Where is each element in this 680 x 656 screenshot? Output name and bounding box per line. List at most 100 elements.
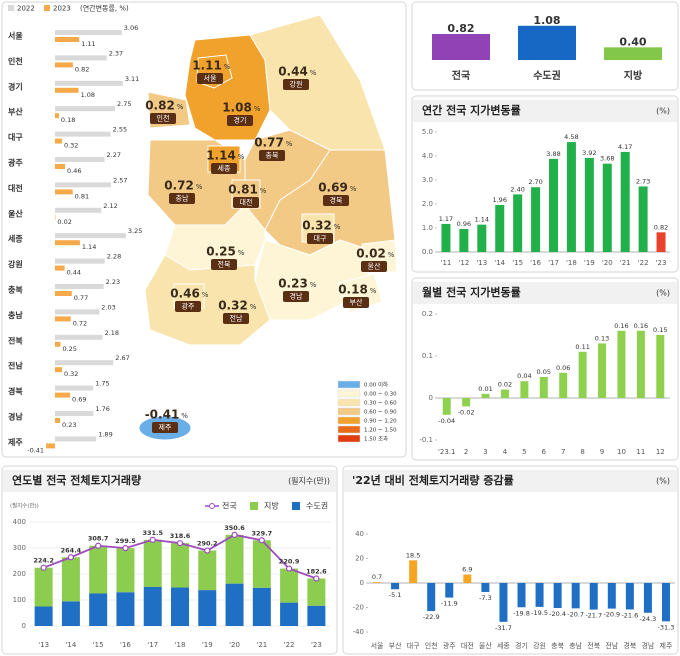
- bar: [55, 87, 79, 93]
- y-tick-label: 5.0: [422, 128, 433, 136]
- map-value: 0.25: [206, 245, 236, 259]
- chart-unit: (필지수(만)): [288, 476, 330, 486]
- value-label: 0.72: [73, 319, 87, 327]
- value-label: -19.5: [531, 609, 548, 617]
- y-tick-label: 4.0: [422, 152, 433, 160]
- bar: [55, 207, 102, 213]
- bar: [307, 578, 326, 606]
- value-label: 350.6: [224, 524, 245, 532]
- chart-title: 월별 전국 지가변동률: [422, 285, 521, 299]
- map-legend-swatch: [337, 407, 361, 416]
- bar: [280, 602, 299, 626]
- map-name-box: [361, 261, 387, 272]
- y-tick-label: -0.1: [419, 436, 433, 444]
- line-marker: [258, 537, 265, 544]
- bar: [656, 335, 665, 398]
- x-tick-label: '18: [175, 641, 186, 649]
- map-name: 경기: [234, 116, 247, 125]
- map-value: 0.81: [228, 183, 258, 197]
- map-value: 1.08: [222, 101, 252, 115]
- map-unit: %: [196, 183, 203, 191]
- map-value: 0.23: [278, 277, 308, 291]
- value-label: 0.16: [614, 322, 628, 330]
- x-tick-label: '13: [476, 259, 487, 267]
- bar: [602, 163, 612, 252]
- x-tick-label: '17: [548, 259, 559, 267]
- x-tick-label: '19: [202, 641, 213, 649]
- bar: [409, 560, 418, 583]
- value-label: 2.57: [113, 176, 127, 184]
- value-label: 0.44: [67, 269, 81, 277]
- map-name: 광주: [182, 303, 195, 311]
- map-name: 전북: [218, 260, 231, 269]
- bar: [55, 62, 73, 68]
- value-label: 2.28: [107, 253, 121, 261]
- value-label: -20.9: [603, 611, 620, 619]
- value-label: 1.75: [95, 380, 109, 388]
- x-tick-label: '19: [584, 259, 595, 267]
- bar: [55, 37, 80, 42]
- map-legend-label: 1.50 초과: [364, 435, 388, 443]
- bar: [171, 587, 189, 626]
- value-label: 1.08: [533, 14, 560, 27]
- bar: [617, 330, 626, 398]
- value-label: 0.01: [478, 385, 492, 393]
- bar: [55, 138, 62, 144]
- map-unit: %: [177, 103, 184, 111]
- bar: [55, 392, 71, 398]
- value-label: 4.17: [618, 143, 632, 151]
- x-tick-label: 울산: [479, 641, 492, 650]
- map-name: 경북: [330, 196, 343, 205]
- bar: [171, 543, 189, 588]
- map-legend-label: 0.30 ~ 0.60: [364, 401, 397, 407]
- y-tick-label: 0.0: [422, 248, 433, 256]
- value-label: -20.4: [549, 610, 566, 618]
- map-unit: %: [310, 69, 317, 77]
- legend-label: 수도권: [306, 501, 328, 511]
- x-tick-label: 경북: [623, 641, 636, 650]
- panel: [1, 1, 407, 458]
- bar: [566, 142, 576, 252]
- title-bar: [413, 282, 677, 304]
- line-marker: [285, 565, 293, 572]
- category-label: 광주: [8, 158, 23, 168]
- map-name: 강원: [290, 80, 303, 89]
- bar: [481, 583, 490, 592]
- bar: [517, 583, 526, 608]
- bar: [116, 548, 135, 593]
- x-tick-label: 부산: [389, 641, 402, 650]
- bar: [55, 233, 126, 239]
- bar: [549, 158, 558, 252]
- map-value: 0.02: [356, 247, 386, 261]
- line-marker: [95, 542, 102, 549]
- x-tick-label: '23: [311, 641, 322, 649]
- bar: [55, 189, 73, 195]
- bar: [638, 186, 648, 252]
- bar: [432, 34, 490, 60]
- value-label: 1.96: [492, 196, 506, 204]
- bar: [520, 381, 529, 398]
- bar: [61, 557, 80, 602]
- bar: [252, 540, 271, 588]
- category-label: 경북: [8, 386, 23, 396]
- bar: [55, 418, 61, 423]
- map-unit: %: [260, 187, 267, 195]
- bar: [559, 372, 568, 398]
- bar: [462, 398, 471, 407]
- value-label: -22.9: [423, 613, 440, 621]
- bar: [34, 606, 53, 626]
- value-label: 290.2: [197, 540, 218, 548]
- map-name-box: [152, 422, 178, 433]
- y-tick-label: 100: [13, 596, 26, 604]
- map-legend-label: 0.90 ~ 1.20: [364, 419, 397, 425]
- bar: [445, 583, 454, 598]
- panel: [411, 95, 679, 273]
- bar: [531, 187, 541, 252]
- map-legend-swatch: [337, 389, 361, 398]
- bar: [55, 106, 115, 112]
- bar: [55, 131, 111, 137]
- bar: [55, 291, 72, 296]
- bar: [198, 550, 217, 591]
- chart-title: 연간 전국 지가변동률: [422, 103, 521, 117]
- x-tick-label: 경남: [641, 641, 654, 650]
